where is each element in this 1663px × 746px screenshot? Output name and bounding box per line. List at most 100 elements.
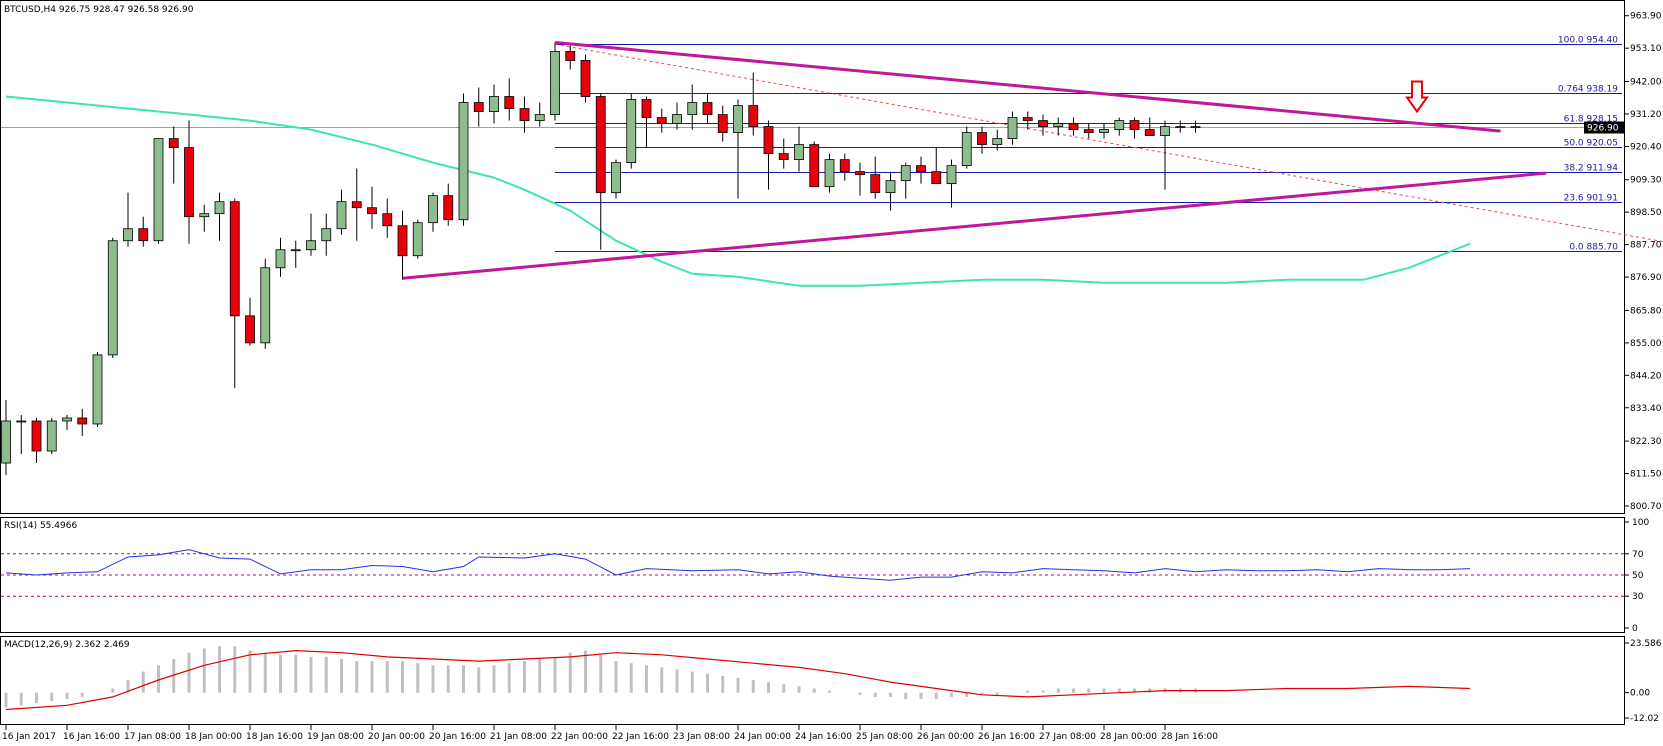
bull-candle — [992, 138, 1003, 145]
bear-candle — [809, 144, 820, 188]
bull-candle — [824, 159, 835, 188]
bull-candle — [107, 240, 118, 356]
time-tick-label: 18 Jan 00:00 — [185, 732, 242, 742]
bull-candle — [1160, 126, 1170, 136]
rsi-tick-label: 0 — [1632, 624, 1638, 634]
bull-candle — [1, 420, 11, 464]
fib-diagonal-line — [554, 43, 1663, 243]
bull-candle — [1175, 126, 1186, 128]
price-tick-label: 811.50 — [1630, 470, 1662, 480]
time-tick-label: 28 Jan 16:00 — [1161, 732, 1218, 742]
price-tick-label: 909.30 — [1630, 176, 1662, 186]
bull-candle — [961, 132, 972, 167]
fib-level-label: 23.6 901.91 — [1564, 194, 1618, 204]
bear-candle — [916, 165, 926, 173]
bull-candle — [489, 96, 499, 112]
bear-candle — [717, 114, 728, 133]
bear-candle — [763, 126, 774, 155]
bear-candle — [1083, 129, 1094, 133]
bull-candle — [46, 420, 57, 452]
bull-candle — [306, 240, 316, 251]
macd-tick-label: 0.00 — [1630, 689, 1650, 699]
rsi-title: RSI(14) 55.4966 — [4, 521, 77, 531]
price-tick-label: 931.20 — [1630, 110, 1662, 120]
rsi-panel: 100 70 50 30 0 — [1, 518, 1649, 634]
bear-candle — [1068, 123, 1079, 130]
bull-candle — [794, 144, 804, 161]
bull-candle — [321, 228, 332, 242]
bear-candle — [229, 201, 240, 317]
bull-candle — [534, 114, 545, 121]
bear-candle — [656, 117, 667, 124]
symbol-info: BTCUSD,H4 926.75 928.47 926.58 926.90 — [4, 5, 194, 15]
time-tick-label: 18 Jan 16:00 — [246, 732, 303, 742]
bull-candle — [611, 162, 621, 194]
bear-candle — [519, 108, 530, 121]
current-price-marker: 926.90 — [1584, 121, 1624, 134]
bear-candle — [397, 225, 408, 257]
bull-candle — [92, 354, 103, 425]
price-tick-label: 855.00 — [1630, 339, 1662, 349]
bull-candle — [946, 165, 957, 185]
time-tick-label: 23 Jan 08:00 — [673, 732, 730, 742]
bear-candle — [702, 102, 713, 115]
bull-candle — [458, 102, 469, 221]
bear-candle — [31, 420, 42, 452]
time-tick-label: 25 Jan 08:00 — [856, 732, 913, 742]
price-tick-label: 898.50 — [1630, 208, 1662, 218]
time-tick-label: 20 Jan 00:00 — [368, 732, 425, 742]
bear-candle — [748, 105, 759, 127]
time-tick-label: 24 Jan 00:00 — [734, 732, 791, 742]
price-tick-label: 865.80 — [1630, 306, 1662, 316]
bear-candle — [580, 60, 591, 97]
price-axis: 963.90 953.10 942.00 931.20 920.40 909.30 898.… — [1624, 12, 1662, 512]
bull-candle — [199, 213, 210, 218]
bear-candle — [1144, 129, 1155, 136]
price-tick-label: 963.90 — [1630, 12, 1662, 22]
price-tick-label: 822.30 — [1630, 437, 1662, 447]
bull-candle — [672, 114, 682, 124]
time-tick-label: 26 Jan 16:00 — [978, 732, 1035, 742]
time-tick-label: 20 Jan 16:00 — [429, 732, 486, 742]
bull-candle — [1114, 120, 1125, 130]
bull-candle — [626, 99, 637, 164]
bull-candle — [290, 249, 301, 252]
bear-candle — [1129, 120, 1140, 130]
bull-candle — [885, 180, 896, 194]
bull-candle — [123, 228, 133, 242]
time-tick-label: 21 Jan 08:00 — [490, 732, 547, 742]
macd-tick-label: 23.586 — [1630, 639, 1662, 649]
rsi-tick-label: 70 — [1632, 550, 1644, 560]
price-tick-label: 920.40 — [1630, 142, 1662, 152]
macd-panel: 23.586 0.00 -12.02 — [4, 639, 1662, 724]
bull-candle — [687, 102, 698, 115]
rsi-tick-label: 50 — [1632, 571, 1644, 581]
price-tick-label: 833.40 — [1630, 404, 1662, 414]
bull-candle — [428, 195, 438, 224]
bear-candle — [138, 228, 149, 242]
bear-candle — [473, 102, 484, 112]
time-tick-label: 19 Jan 08:00 — [307, 732, 364, 742]
macd-signal-line — [5, 649, 1471, 711]
bear-candle — [595, 96, 606, 194]
bear-candle — [245, 315, 255, 344]
fib-level-label: 50.0 920.05 — [1564, 139, 1618, 149]
bear-candle — [778, 153, 789, 161]
current-price-label: 926.90 — [1587, 124, 1619, 134]
bull-candle — [62, 417, 72, 422]
bull-candle — [733, 105, 743, 133]
fib-level-label: 0.0 885.70 — [1569, 243, 1618, 253]
macd-tick-label: -12.02 — [1630, 714, 1659, 724]
bull-candle — [900, 165, 911, 182]
trendline — [554, 40, 1501, 133]
price-tick-label: 800.70 — [1630, 502, 1662, 512]
bear-candle — [504, 96, 515, 109]
bull-candle — [214, 201, 225, 215]
bull-candle — [153, 138, 164, 242]
fib-level-label: 61.8 928.15 — [1564, 115, 1618, 125]
time-tick-label: 27 Jan 08:00 — [1039, 732, 1096, 742]
time-tick-label: 17 Jan 08:00 — [124, 732, 181, 742]
rsi-tick-label: 100 — [1632, 518, 1649, 528]
